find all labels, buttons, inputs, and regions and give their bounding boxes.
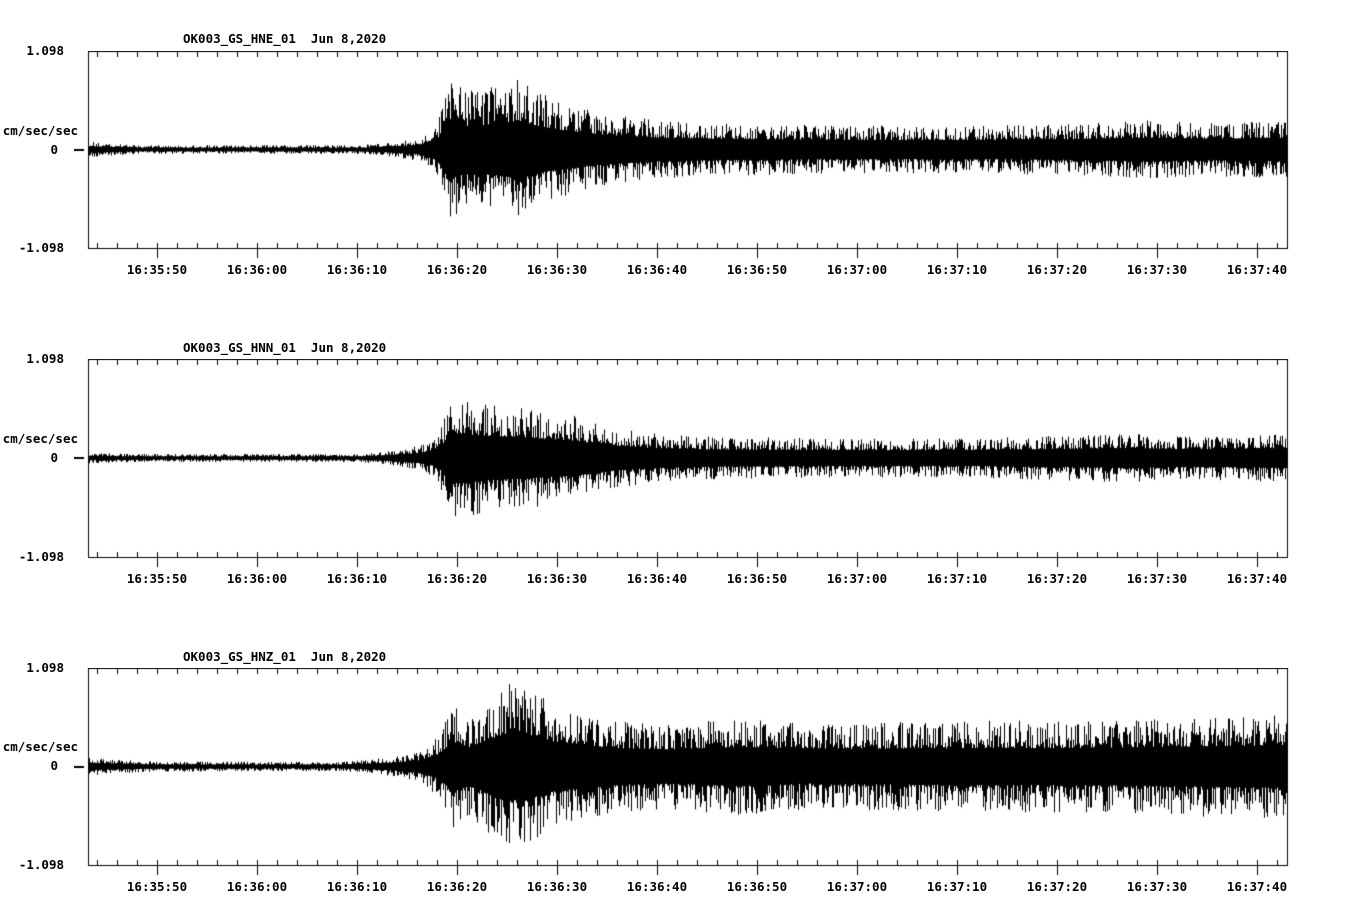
y-min-label: -1.098 (18, 240, 64, 255)
x-tick-label: 16:37:20 (1026, 571, 1088, 586)
y-min-label: -1.098 (18, 549, 64, 564)
y-min-label: -1.098 (18, 857, 64, 872)
x-tick-label: 16:37:30 (1126, 571, 1188, 586)
x-tick-label: 16:36:50 (726, 262, 788, 277)
x-tick-label: 16:37:10 (926, 571, 988, 586)
waveform-canvas-hne (74, 51, 1292, 259)
y-max-label: 1.098 (26, 43, 64, 58)
waveform-canvas-hnn (74, 359, 1292, 568)
y-axis-unit-label: cm/sec/sec (2, 123, 78, 138)
x-tick-label: 16:37:40 (1226, 571, 1288, 586)
x-tick-label: 16:36:50 (726, 879, 788, 894)
x-tick-label: 16:37:00 (826, 262, 888, 277)
x-tick-label: 16:37:10 (926, 879, 988, 894)
y-axis-unit-label: cm/sec/sec (2, 739, 78, 754)
x-tick-label: 16:37:20 (1026, 879, 1088, 894)
x-tick-label: 16:37:30 (1126, 879, 1188, 894)
plot-title: OK003_GS_HNE_01 Jun 8,2020 (183, 31, 387, 46)
x-tick-label: 16:36:00 (226, 571, 288, 586)
plot-title: OK003_GS_HNN_01 Jun 8,2020 (183, 340, 387, 355)
x-tick-label: 16:36:40 (626, 571, 688, 586)
x-tick-label: 16:35:50 (126, 571, 188, 586)
x-tick-label: 16:35:50 (126, 879, 188, 894)
x-tick-label: 16:36:20 (426, 262, 488, 277)
x-tick-label: 16:37:00 (826, 879, 888, 894)
x-tick-label: 16:35:50 (126, 262, 188, 277)
x-tick-label: 16:37:40 (1226, 879, 1288, 894)
y-zero-label: 0 (50, 142, 58, 157)
x-tick-label: 16:36:10 (326, 879, 388, 894)
x-tick-label: 16:36:20 (426, 571, 488, 586)
y-max-label: 1.098 (26, 660, 64, 675)
x-tick-label: 16:36:20 (426, 879, 488, 894)
x-tick-label: 16:36:40 (626, 879, 688, 894)
x-tick-label: 16:36:10 (326, 571, 388, 586)
x-tick-label: 16:36:00 (226, 879, 288, 894)
x-tick-label: 16:37:10 (926, 262, 988, 277)
plot-title: OK003_GS_HNZ_01 Jun 8,2020 (183, 649, 387, 664)
x-tick-label: 16:36:30 (526, 262, 588, 277)
x-tick-label: 16:36:40 (626, 262, 688, 277)
x-tick-label: 16:37:20 (1026, 262, 1088, 277)
waveform-canvas-hnz (74, 668, 1292, 876)
x-tick-label: 16:37:40 (1226, 262, 1288, 277)
x-tick-label: 16:36:30 (526, 571, 588, 586)
y-axis-unit-label: cm/sec/sec (2, 431, 78, 446)
x-tick-label: 16:36:50 (726, 571, 788, 586)
y-zero-label: 0 (50, 450, 58, 465)
y-max-label: 1.098 (26, 351, 64, 366)
x-tick-label: 16:37:30 (1126, 262, 1188, 277)
x-tick-label: 16:36:10 (326, 262, 388, 277)
x-tick-label: 16:36:30 (526, 879, 588, 894)
x-tick-label: 16:36:00 (226, 262, 288, 277)
y-zero-label: 0 (50, 758, 58, 773)
x-tick-label: 16:37:00 (826, 571, 888, 586)
